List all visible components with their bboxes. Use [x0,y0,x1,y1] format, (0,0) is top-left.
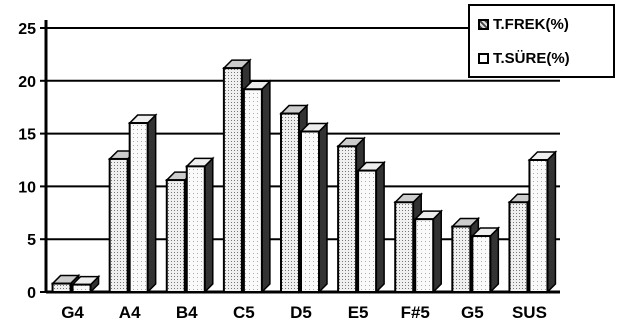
bar-side [375,160,385,294]
bar-B4-series-2 [184,156,215,294]
bar-front [222,67,243,293]
bars [50,58,558,294]
x-tick-label: F#5 [401,303,430,322]
legend-label-series-1: T.FREK(%) [493,15,569,33]
x-tick-label: A4 [119,303,141,322]
y-tick-label: 5 [27,232,36,249]
x-tick-label: E5 [348,303,369,322]
legend-swatch-series-2 [478,52,489,64]
legend-label-series-2: T.SÜRE(%) [493,49,570,67]
y-tick-label: 0 [27,285,36,302]
bar-front [108,157,129,293]
bar-F#5-series-2 [413,209,444,294]
bar-SUS-series-2 [527,150,558,294]
bar-front [414,218,435,293]
bar-front [337,145,358,293]
bar-side [432,209,442,294]
bar-front [242,88,263,293]
y-tick-labels: 0 5 10 15 20 25 [18,21,36,302]
x-tick-label: C5 [233,303,255,322]
x-tick-label: G5 [461,303,484,322]
y-tick-label: 20 [18,74,36,91]
bar-C5-series-2 [242,79,272,294]
bar-front [357,169,378,293]
bar-D5-series-2 [299,121,329,294]
y-tick-label: 15 [18,127,36,144]
x-tick-labels: G4 A4 B4 C5 D5 E5 F#5 G5 SUS [61,303,547,322]
bar-front [280,112,300,294]
legend: T.FREK(%) T.SÜRE(%) [468,4,615,78]
bar-side [318,121,328,294]
x-tick-label: G4 [61,303,84,322]
y-tick-label: 10 [18,179,36,196]
bar-side [204,156,214,294]
bar-front [128,122,149,294]
bar-front [528,159,549,293]
bar-A4-series-2 [127,113,158,294]
bar-front [471,235,492,293]
bar-front [300,130,320,293]
x-tick-label: D5 [290,303,312,322]
bar-G5-series-2 [470,226,501,294]
bar-front [71,283,92,294]
bar-front [451,225,472,293]
y-tick-label: 25 [18,21,36,38]
legend-item-series-2: T.SÜRE(%) [478,48,570,68]
legend-swatch-series-1 [478,18,489,30]
bar-G4-series-2 [70,274,101,294]
legend-item-series-1: T.FREK(%) [478,14,569,34]
bar-front [394,201,415,294]
bar-side [489,226,500,294]
bar-E5-series-2 [356,160,386,294]
bar-side [546,150,557,294]
bar-front [51,282,72,294]
x-tick-label: SUS [512,303,547,322]
bar-front [185,165,206,293]
x-tick-label: B4 [176,303,198,322]
bar-side [146,113,157,294]
bar-side [261,79,271,294]
bar-front [508,201,529,294]
bar-front [165,179,186,293]
